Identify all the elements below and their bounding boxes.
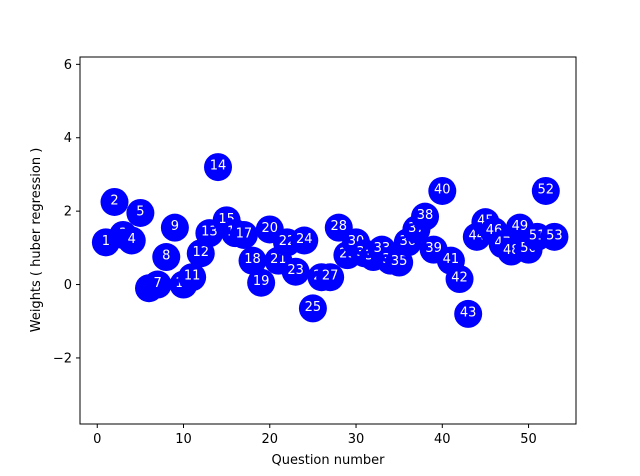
- point-label: 28: [331, 219, 348, 234]
- point-label: 11: [184, 269, 201, 284]
- point-marker: [316, 263, 345, 292]
- point-label: 13: [201, 225, 218, 240]
- point-label: 43: [460, 305, 477, 320]
- point-marker: [117, 226, 146, 255]
- data-point-8: 8: [152, 243, 181, 272]
- point-marker: [298, 294, 327, 323]
- axes-frame: [79, 56, 577, 425]
- point-label: 41: [443, 252, 460, 267]
- point-label: 35: [391, 254, 408, 269]
- data-point-9: 9: [160, 213, 189, 242]
- point-label: 18: [244, 252, 261, 267]
- point-label: 52: [538, 182, 555, 197]
- x-tick-label: 0: [93, 432, 101, 447]
- point-marker: [411, 202, 440, 231]
- data-point-24: 24: [290, 226, 319, 255]
- data-point-19: 19: [247, 268, 276, 297]
- point-marker: [152, 243, 181, 272]
- point-label: 49: [512, 219, 529, 234]
- point-marker: [143, 270, 172, 299]
- point-label: 17: [236, 226, 253, 241]
- point-marker: [281, 257, 310, 286]
- point-label: 8: [162, 249, 170, 264]
- data-point-11: 11: [178, 263, 207, 292]
- point-label: 1: [102, 234, 110, 249]
- point-label: 39: [425, 241, 442, 256]
- y-tick-label: 0: [64, 278, 72, 293]
- point-marker: [229, 220, 258, 249]
- y-tick-label: 2: [64, 205, 72, 220]
- point-label: 21: [270, 252, 287, 267]
- point-label: 19: [253, 274, 270, 289]
- data-point-23: 23: [281, 257, 310, 286]
- data-point-38: 38: [411, 202, 440, 231]
- point-label: 23: [287, 263, 304, 278]
- point-marker: [126, 198, 155, 227]
- data-point-14: 14: [204, 153, 233, 182]
- point-label: 14: [210, 159, 227, 174]
- point-label: 42: [451, 271, 468, 286]
- point-label: 27: [322, 269, 339, 284]
- point-label: 40: [434, 182, 451, 197]
- point-label: 38: [417, 208, 434, 223]
- point-marker: [204, 153, 233, 182]
- data-point-18: 18: [238, 246, 267, 275]
- point-label: 25: [305, 300, 322, 315]
- point-marker: [100, 187, 129, 216]
- data-point-43: 43: [454, 299, 483, 328]
- point-marker: [247, 268, 276, 297]
- point-marker: [290, 226, 319, 255]
- point-marker: [531, 176, 560, 205]
- y-tick-label: 4: [64, 131, 72, 146]
- data-point-52: 52: [531, 176, 560, 205]
- data-point-25: 25: [298, 294, 327, 323]
- data-point-7: 7: [143, 270, 172, 299]
- point-marker: [540, 222, 569, 251]
- x-tick-label: 20: [262, 432, 279, 447]
- data-point-27: 27: [316, 263, 345, 292]
- point-marker: [428, 176, 457, 205]
- point-label: 20: [262, 221, 279, 236]
- point-label: 24: [296, 232, 313, 247]
- point-marker: [178, 263, 207, 292]
- x-tick-label: 50: [520, 432, 537, 447]
- point-marker: [160, 213, 189, 242]
- y-axis-ticks: −2 0 2 4 6: [53, 58, 80, 366]
- point-marker: [454, 299, 483, 328]
- point-marker: [445, 265, 474, 294]
- data-point-42: 42: [445, 265, 474, 294]
- x-tick-label: 40: [434, 432, 451, 447]
- data-point-2: 2: [100, 187, 129, 216]
- point-label: 2: [110, 193, 118, 208]
- data-point-53: 53: [540, 222, 569, 251]
- point-label: 12: [192, 245, 209, 260]
- x-axis-ticks: 0 10 20 30 40 50: [93, 424, 537, 447]
- point-label: 53: [546, 228, 563, 243]
- point-label: 4: [128, 232, 136, 247]
- data-point-17: 17: [229, 220, 258, 249]
- point-label: 5: [136, 204, 144, 219]
- data-point-5: 5: [126, 198, 155, 227]
- points-layer: 1234567891011121314151617181920212223242…: [91, 153, 569, 328]
- y-axis-label: Weights ( huber regression ): [29, 148, 44, 333]
- y-tick-label: 6: [64, 58, 72, 73]
- data-point-4: 4: [117, 226, 146, 255]
- data-point-40: 40: [428, 176, 457, 205]
- y-tick-label: −2: [53, 351, 72, 366]
- x-tick-label: 30: [348, 432, 365, 447]
- point-label: 9: [171, 219, 179, 234]
- x-tick-label: 10: [175, 432, 192, 447]
- point-label: 7: [153, 276, 161, 291]
- x-axis-label: Question number: [271, 453, 385, 468]
- point-marker: [238, 246, 267, 275]
